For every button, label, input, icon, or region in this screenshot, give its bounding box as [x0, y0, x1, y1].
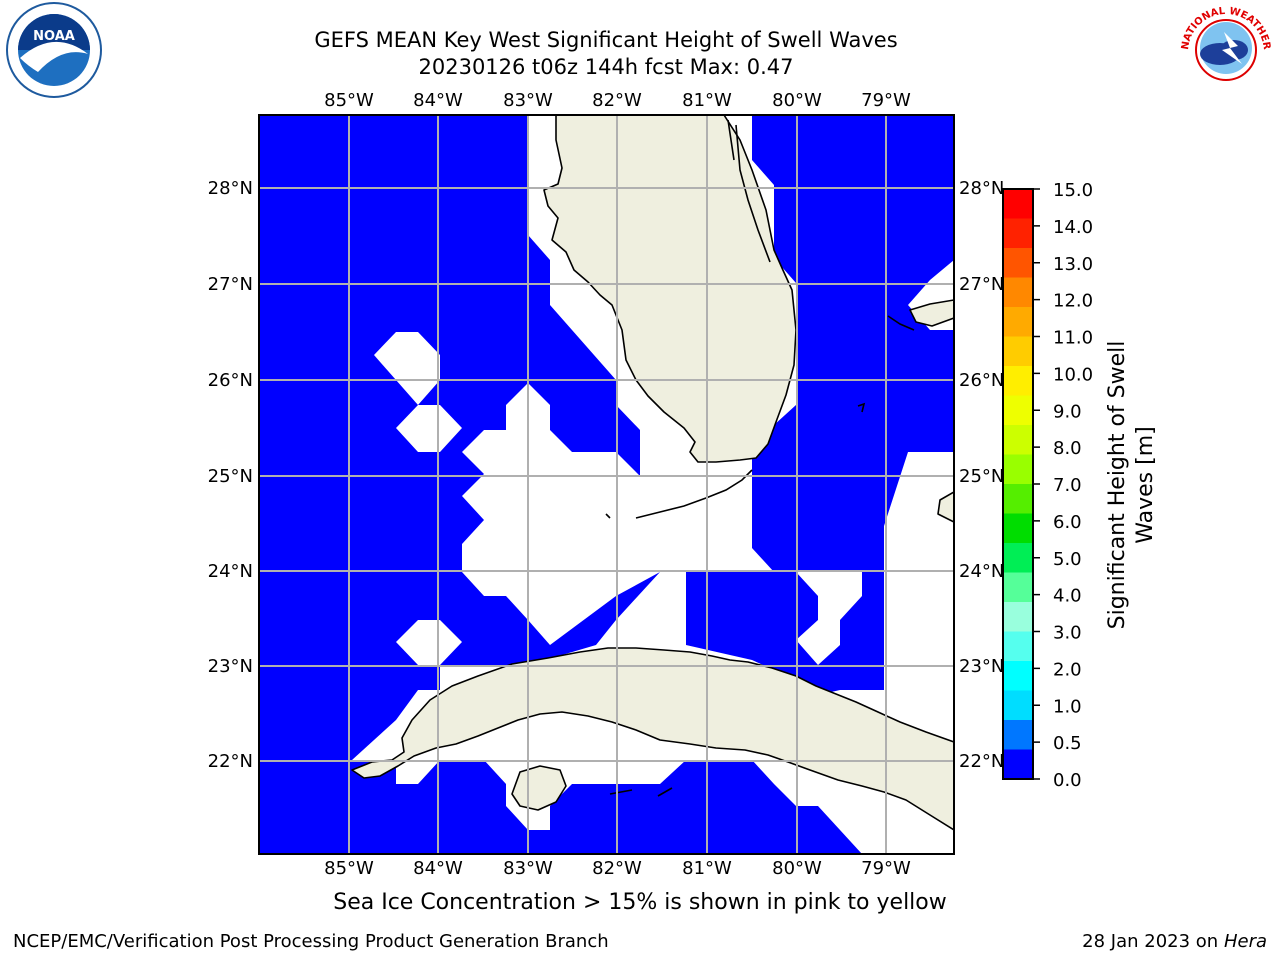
colorbar-label-line1: Significant Height of Swell	[1105, 341, 1130, 630]
isla-juventud	[511, 765, 567, 811]
bahamas-island-2	[937, 491, 954, 523]
lat-labels-right: 28°N 27°N 26°N 25°N 24°N 23°N 22°N	[959, 178, 1004, 772]
noaa-logo-text: NOAA	[33, 29, 75, 44]
lon-labels-top: 85°W 84°W 83°W 82°W 81°W 80°W 79°W	[324, 90, 911, 111]
lon-label: 82°W	[592, 858, 642, 879]
lon-label: 82°W	[592, 90, 642, 111]
colorbar-tick-label: 13.0	[1053, 254, 1093, 275]
colorbar-segment	[1003, 661, 1033, 691]
lon-labels-bottom: 85°W 84°W 83°W 82°W 81°W 80°W 79°W	[324, 858, 911, 879]
colorbar-segment	[1003, 336, 1033, 367]
colorbar-segment	[1003, 690, 1033, 721]
lat-label: 25°N	[959, 466, 1004, 487]
lon-label: 84°W	[413, 858, 463, 879]
sea-ice-caption: Sea Ice Concentration > 15% is shown in …	[333, 890, 947, 915]
colorbar-ticks: 15.0 14.0 13.0 12.0 11.0 10.0 9.0 8.0 7.0 6.0 5.0 4…	[1033, 180, 1093, 791]
lon-label: 81°W	[682, 858, 732, 879]
lat-label: 25°N	[208, 466, 253, 487]
lat-label: 22°N	[959, 751, 1004, 772]
cuba-landmass	[351, 647, 954, 831]
bahamas-island-1	[909, 299, 954, 327]
colorbar-segment	[1003, 454, 1033, 485]
colorbar-tick-label: 0.5	[1053, 733, 1082, 754]
colorbar-segment	[1003, 425, 1033, 455]
footer-date-text: 28 Jan 2023 on	[1082, 931, 1224, 952]
colorbar-frame	[1002, 188, 1034, 780]
colorbar-segment	[1003, 218, 1033, 249]
colorbar	[1003, 189, 1033, 780]
map-area	[259, 115, 954, 854]
colorbar-segment	[1003, 572, 1033, 603]
lat-labels-left: 28°N 27°N 26°N 25°N 24°N 23°N 22°N	[208, 178, 253, 772]
colorbar-segment	[1003, 248, 1033, 278]
land-masses	[351, 115, 954, 831]
colorbar-segment	[1003, 749, 1033, 780]
footer-machine: Hera	[1223, 931, 1267, 952]
colorbar-label-line2: Waves [m]	[1133, 426, 1158, 543]
colorbar-tick-label: 15.0	[1053, 180, 1093, 201]
noaa-logo: NOAA	[6, 2, 102, 98]
lon-label: 85°W	[324, 858, 374, 879]
lat-label: 26°N	[208, 370, 253, 391]
colorbar-segment	[1003, 631, 1033, 662]
florida-landmass	[543, 115, 797, 463]
lon-label: 80°W	[772, 858, 822, 879]
colorbar-segment	[1003, 277, 1033, 308]
colorbar-tick-label: 2.0	[1053, 659, 1082, 680]
colorbar-segment	[1003, 395, 1033, 426]
lat-label: 26°N	[959, 370, 1004, 391]
lon-label: 84°W	[413, 90, 463, 111]
lat-label: 24°N	[959, 561, 1004, 582]
colorbar-segment	[1003, 602, 1033, 632]
lon-label: 83°W	[503, 858, 553, 879]
chart-title: GEFS MEAN Key West Significant Height of…	[314, 28, 898, 52]
lat-label: 28°N	[208, 178, 253, 199]
lon-label: 79°W	[861, 858, 911, 879]
nws-logo: NATIONAL WEATHER SERVICE	[1176, 2, 1272, 96]
colorbar-segment	[1003, 513, 1033, 544]
lat-label: 28°N	[959, 178, 1004, 199]
colorbar-tick-label: 12.0	[1053, 291, 1093, 312]
footer-date: 28 Jan 2023 on Hera	[1082, 931, 1267, 952]
colorbar-tick-label: 3.0	[1053, 623, 1082, 644]
footer-branch: NCEP/EMC/Verification Post Processing Pr…	[13, 931, 609, 952]
lon-label: 81°W	[682, 90, 732, 111]
colorbar-segment	[1003, 366, 1033, 396]
chart-subtitle: 20230126 t06z 144h fcst Max: 0.47	[418, 55, 794, 79]
lat-label: 27°N	[959, 274, 1004, 295]
colorbar-segment	[1003, 307, 1033, 337]
lat-label: 23°N	[208, 656, 253, 677]
colorbar-segment	[1003, 543, 1033, 573]
colorbar-tick-label: 0.0	[1053, 770, 1082, 791]
colorbar-tick-label: 10.0	[1053, 364, 1093, 385]
colorbar-label: Significant Height of Swell Waves [m]	[1105, 341, 1158, 630]
lon-label: 83°W	[503, 90, 553, 111]
colorbar-segment	[1003, 484, 1033, 514]
colorbar-tick-label: 4.0	[1053, 586, 1082, 607]
colorbar-segment	[1003, 720, 1033, 750]
colorbar-tick-label: 14.0	[1053, 217, 1093, 238]
lon-label: 85°W	[324, 90, 374, 111]
lat-label: 27°N	[208, 274, 253, 295]
colorbar-tick-label: 11.0	[1053, 328, 1093, 349]
colorbar-tick-label: 8.0	[1053, 438, 1082, 459]
colorbar-tick-label: 7.0	[1053, 475, 1082, 496]
lat-label: 24°N	[208, 561, 253, 582]
map-gridlines	[259, 115, 954, 854]
colorbar-tick-label: 9.0	[1053, 401, 1082, 422]
colorbar-tick-label: 6.0	[1053, 512, 1082, 533]
colorbar-tick-label: 1.0	[1053, 696, 1082, 717]
lon-label: 79°W	[861, 90, 911, 111]
lat-label: 22°N	[208, 751, 253, 772]
lon-label: 80°W	[772, 90, 822, 111]
map-frame	[258, 114, 955, 855]
colorbar-segment	[1003, 189, 1033, 219]
colorbar-tick-label: 5.0	[1053, 549, 1082, 570]
lat-label: 23°N	[959, 656, 1004, 677]
